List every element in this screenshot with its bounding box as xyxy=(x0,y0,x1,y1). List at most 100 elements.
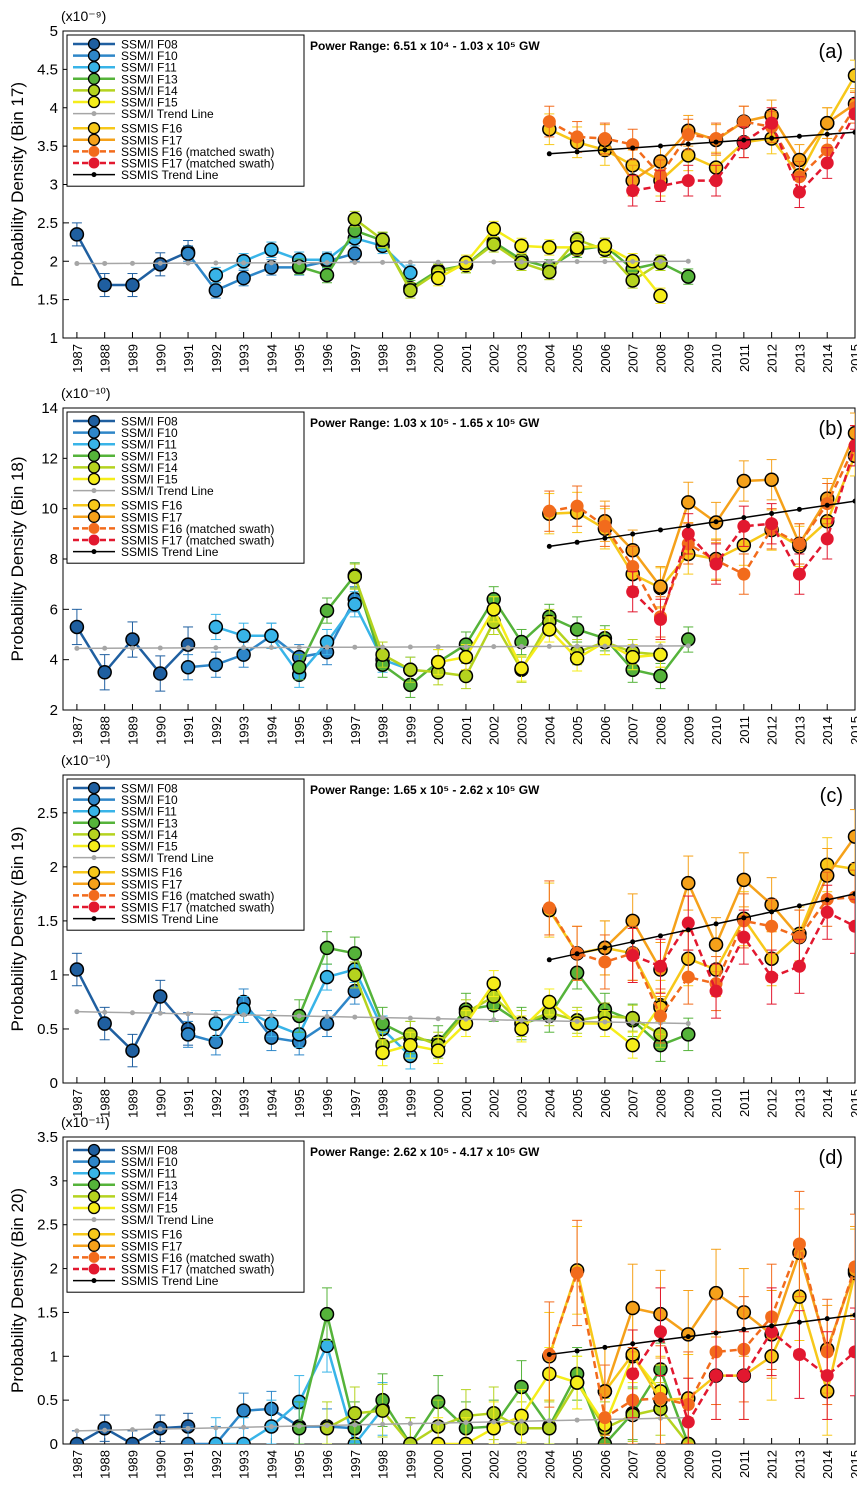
trend-point xyxy=(74,645,80,651)
data-point xyxy=(625,913,640,929)
data-point xyxy=(125,277,140,293)
data-point xyxy=(180,1027,196,1042)
x-tick-label: 1997 xyxy=(348,344,363,373)
series-F08 xyxy=(69,608,196,692)
data-point xyxy=(264,242,279,257)
data-point xyxy=(542,504,556,518)
x-tick-label: 1989 xyxy=(125,716,140,745)
data-point xyxy=(319,603,335,618)
x-tick-label: 2014 xyxy=(820,1450,835,1479)
legend-item: SSM/I F08 xyxy=(73,38,178,52)
trend-point xyxy=(630,643,636,649)
data-point xyxy=(820,156,834,170)
trend-point xyxy=(185,1425,191,1431)
trend-line xyxy=(549,893,855,961)
x-tick-label: 2013 xyxy=(792,1450,807,1479)
legend-item: SSMIS Trend Line xyxy=(73,545,219,559)
x-tick-label: 1992 xyxy=(209,344,224,373)
x-tick-label: 1992 xyxy=(209,716,224,745)
x-tick-label: 1993 xyxy=(237,1450,252,1479)
data-point xyxy=(792,1237,806,1251)
data-point xyxy=(375,1045,390,1060)
x-tick-label: 2003 xyxy=(515,716,530,745)
data-point xyxy=(264,628,279,644)
trend-point xyxy=(463,1419,469,1425)
trend-point xyxy=(824,897,830,903)
trend-point xyxy=(630,1019,636,1025)
x-tick-label: 2004 xyxy=(542,1450,557,1479)
legend-swatch-marker xyxy=(87,1143,101,1157)
x-tick-label: 1987 xyxy=(70,1450,85,1479)
trend-point xyxy=(852,498,855,504)
data-point xyxy=(598,1411,612,1425)
data-point xyxy=(569,651,585,666)
data-point xyxy=(542,240,557,255)
data-point xyxy=(681,174,695,188)
data-point xyxy=(319,1306,335,1322)
legend-swatch-marker xyxy=(88,145,100,157)
legend-label: SSM/I F11 xyxy=(121,438,177,452)
x-tick-label: 1990 xyxy=(153,344,168,373)
legend-swatch-marker xyxy=(87,61,101,74)
trend-point xyxy=(435,644,441,650)
y-tick-label: 4 xyxy=(50,100,58,117)
legend-swatch-marker xyxy=(87,1201,101,1215)
legend-item: SSMIS F17 xyxy=(73,1239,183,1253)
y-tick-label: 1 xyxy=(50,330,58,347)
legend-label: SSM/I F13 xyxy=(121,1178,178,1192)
trend-point xyxy=(769,135,775,141)
legend-label: SSM/I F14 xyxy=(121,828,178,842)
legend-label: SSMIS F16 (matched swath) xyxy=(121,889,274,903)
x-tick-label: 1996 xyxy=(320,344,335,373)
data-point xyxy=(598,955,612,969)
data-point xyxy=(486,976,501,991)
x-tick-label: 2009 xyxy=(681,1450,696,1479)
trend-point xyxy=(268,645,274,651)
x-tick-label: 2002 xyxy=(487,1089,502,1118)
legend-label: SSMIS F16 xyxy=(121,1228,183,1242)
plot-area xyxy=(69,1190,855,1444)
trend-point xyxy=(129,1010,135,1016)
x-tick-label: 1994 xyxy=(264,1450,279,1479)
x-tick-label: 1993 xyxy=(237,344,252,373)
trend-point xyxy=(685,1021,691,1027)
trend-point xyxy=(324,260,330,266)
trend-point xyxy=(102,645,108,651)
series-line xyxy=(353,576,661,678)
data-point xyxy=(236,1436,251,1444)
trend-point xyxy=(129,1427,135,1433)
trend-point xyxy=(685,643,691,649)
series-F16 xyxy=(542,837,855,1035)
series-F16m xyxy=(542,425,855,638)
series-F16 xyxy=(542,59,855,197)
data-point xyxy=(681,148,696,163)
legend-swatch-marker xyxy=(88,534,100,546)
x-tick-label: 2006 xyxy=(598,1089,613,1118)
x-tick-label: 1997 xyxy=(348,1450,363,1479)
legend-swatch-marker xyxy=(87,122,101,135)
x-tick-label: 2000 xyxy=(431,1450,446,1479)
x-tick-label: 1995 xyxy=(292,1089,307,1118)
panel-label: (a) xyxy=(819,41,843,63)
legend-item: SSMIS F17 xyxy=(73,133,183,147)
legend-item: SSMIS F17 (matched swath) xyxy=(73,157,274,171)
trend-point xyxy=(602,1019,608,1025)
legend-item: SSMIS F17 (matched swath) xyxy=(73,1263,274,1277)
trend-point xyxy=(213,1425,219,1431)
data-point xyxy=(125,632,140,647)
legend-label: SSMIS F16 xyxy=(121,866,183,880)
data-point xyxy=(319,969,335,985)
x-tick-label: 2006 xyxy=(598,344,613,373)
trend-point xyxy=(602,1344,608,1350)
x-tick-label: 1990 xyxy=(153,1089,168,1118)
data-point xyxy=(347,1406,363,1421)
legend-label: SSM/I F11 xyxy=(121,805,177,819)
trend-point xyxy=(546,259,552,265)
x-tick-label: 2007 xyxy=(626,716,641,745)
y-tick-label: 8 xyxy=(50,551,58,568)
trend-point xyxy=(824,502,830,508)
legend-swatch-marker xyxy=(87,866,101,879)
legend-item: SSM/I F14 xyxy=(73,461,178,475)
y-tick-label: 0.5 xyxy=(37,1392,58,1409)
